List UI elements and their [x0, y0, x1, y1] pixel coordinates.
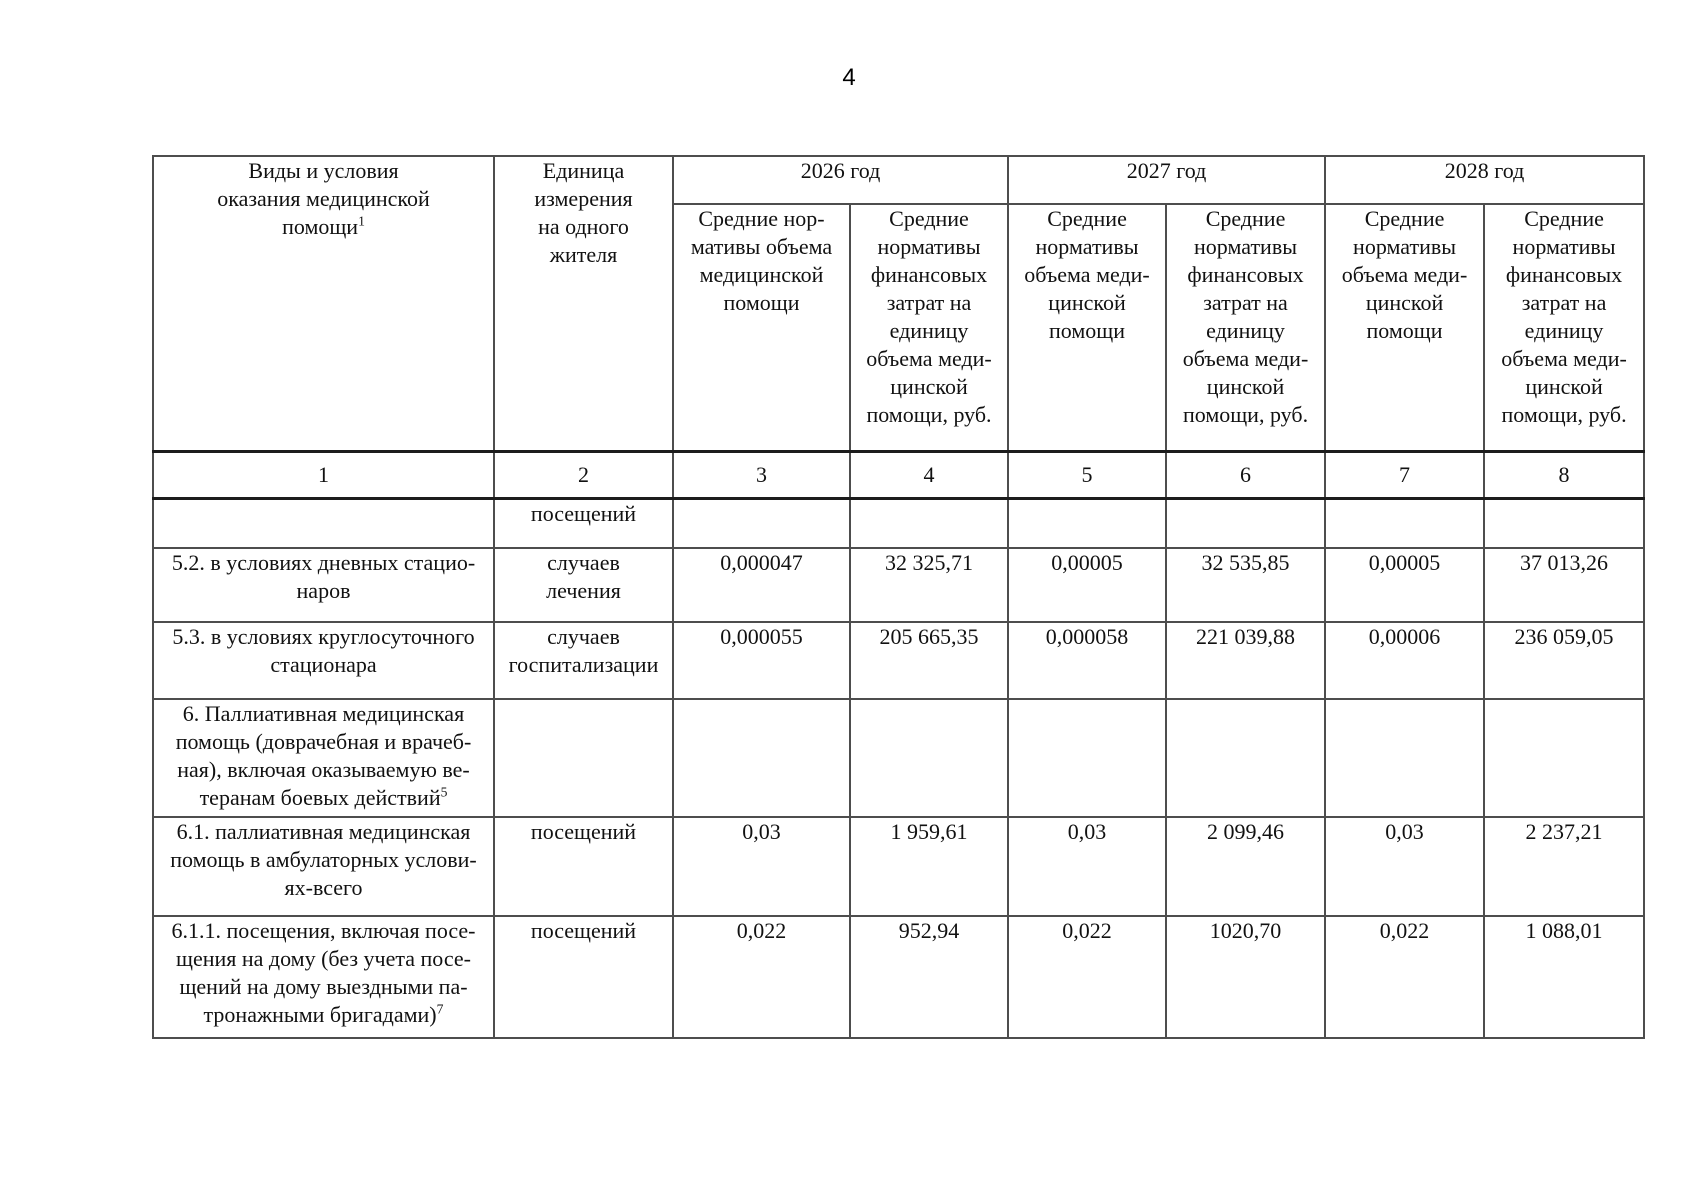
- column-numbers-row: 1 2 3 4 5 6 7 8: [152, 449, 1646, 500]
- table-row-5-3: 5.3. в условиях круглосуточного стациона…: [152, 621, 1646, 700]
- row-value-cell: [1483, 698, 1646, 818]
- subheader-volume-2026: Средние нор- мативы объема медицинской п…: [672, 203, 851, 452]
- row-name-cell: 5.3. в условиях круглосуточного стациона…: [152, 621, 495, 700]
- row-value-cell: [1165, 497, 1327, 549]
- column-number-1: 1: [152, 449, 495, 500]
- header-types-conditions: Виды и условия оказания медицинской помо…: [152, 155, 495, 452]
- table-row-continuation: посещений: [152, 497, 1646, 549]
- row-name-cell: 6.1. паллиативная медицинская помощь в а…: [152, 816, 495, 917]
- row-value-cell: 2 099,46: [1165, 816, 1327, 917]
- row-value-cell: 0,00005: [1007, 547, 1168, 623]
- header-year-2026: 2026 год: [671, 155, 1010, 205]
- row-value-cell: 32 535,85: [1165, 547, 1327, 623]
- column-number-5: 5: [1007, 449, 1168, 500]
- row-value-cell: 0,000055: [672, 621, 851, 700]
- row-value-cell: [848, 497, 1010, 549]
- row-value-cell: 1020,70: [1165, 915, 1327, 1039]
- row-value-cell: [1324, 497, 1486, 549]
- row-value-cell: 236 059,05: [1483, 621, 1646, 700]
- page-number: 4: [842, 64, 856, 91]
- row-value-cell: 1 959,61: [848, 816, 1010, 917]
- footnote-ref-1: 1: [358, 213, 365, 229]
- row-value-cell: 0,022: [1007, 915, 1168, 1039]
- row-value-cell: 0,022: [672, 915, 851, 1039]
- row-value-cell: 0,03: [1007, 816, 1168, 917]
- row-name-cell: 6. Паллиативная медицинская помощь (довр…: [152, 698, 495, 818]
- row-name-cell: 5.2. в условиях дневных стацио- наров: [152, 547, 495, 623]
- row-value-cell: 0,03: [1324, 816, 1486, 917]
- row-unit-cell: случаев лечения: [493, 547, 674, 623]
- table-row-6-1-1: 6.1.1. посещения, включая посе- щения на…: [152, 915, 1646, 1039]
- subheader-cost-2028: Средние нормативы финансовых затрат на е…: [1483, 203, 1646, 452]
- subheader-cost-2026: Средние нормативы финансовых затрат на е…: [848, 203, 1010, 452]
- row-value-cell: 0,000058: [1007, 621, 1168, 700]
- column-number-7: 7: [1324, 449, 1486, 500]
- header-year-2027: 2027 год: [1007, 155, 1327, 205]
- header-row-subheaders: Средние нор- мативы объема медицинской п…: [153, 203, 1646, 452]
- table-row-6: 6. Паллиативная медицинская помощь (довр…: [152, 698, 1646, 818]
- row-value-cell: 0,00005: [1324, 547, 1486, 623]
- header-types-conditions-text: Виды и условия оказания медицинской помо…: [217, 158, 430, 239]
- row-unit-cell: случаев госпитализации: [493, 621, 674, 700]
- subheader-volume-2028: Средние нормативы объема меди- цинской п…: [1324, 203, 1486, 452]
- row-value-cell: 1 088,01: [1483, 915, 1646, 1039]
- row-value-cell: [672, 497, 851, 549]
- row-value-cell: 0,022: [1324, 915, 1486, 1039]
- column-number-3: 3: [672, 449, 851, 500]
- header-year-2028: 2028 год: [1324, 155, 1646, 205]
- row-value-cell: [1324, 698, 1486, 818]
- row-value-cell: 37 013,26: [1483, 547, 1646, 623]
- row-unit-cell: посещений: [493, 915, 674, 1039]
- row-value-cell: [1007, 497, 1168, 549]
- table-row-5-2: 5.2. в условиях дневных стацио- наров сл…: [152, 547, 1646, 623]
- row-value-cell: [1483, 497, 1646, 549]
- medical-norms-table: Виды и условия оказания медицинской помо…: [152, 155, 1646, 1039]
- row-unit-cell: [493, 698, 674, 818]
- row-name-cell: 6.1.1. посещения, включая посе- щения на…: [152, 915, 495, 1039]
- subheader-volume-2027: Средние нормативы объема меди- цинской п…: [1007, 203, 1168, 452]
- row-unit-cell: посещений: [493, 497, 674, 549]
- row-value-cell: [1165, 698, 1327, 818]
- column-number-6: 6: [1165, 449, 1327, 500]
- header-unit: Единица измерения на одного жителя: [493, 155, 674, 452]
- row-value-cell: 2 237,21: [1483, 816, 1646, 917]
- footnote-ref-7: 7: [436, 1001, 444, 1017]
- row-value-cell: 952,94: [848, 915, 1010, 1039]
- row-value-cell: [848, 698, 1010, 818]
- row-value-cell: 0,03: [672, 816, 851, 917]
- column-number-4: 4: [848, 449, 1010, 500]
- row-name-cell: [152, 497, 495, 549]
- row-value-cell: [1007, 698, 1168, 818]
- footnote-ref-5: 5: [440, 784, 448, 800]
- row-value-cell: [672, 698, 851, 818]
- row-value-cell: 32 325,71: [848, 547, 1010, 623]
- table-row-6-1: 6.1. паллиативная медицинская помощь в а…: [152, 816, 1646, 917]
- column-number-8: 8: [1483, 449, 1646, 500]
- row-value-cell: 0,00006: [1324, 621, 1486, 700]
- column-number-2: 2: [493, 449, 674, 500]
- subheader-cost-2027: Средние нормативы финансовых затрат на е…: [1165, 203, 1327, 452]
- row-unit-cell: посещений: [493, 816, 674, 917]
- row-value-cell: 205 665,35: [848, 621, 1010, 700]
- header-row-years: Виды и условия оказания медицинской помо…: [152, 155, 1646, 452]
- row-value-cell: 0,000047: [672, 547, 851, 623]
- row-name-text: 6.1.1. посещения, включая посе- щения на…: [171, 918, 476, 1027]
- row-name-text: 6. Паллиативная медицинская помощь (довр…: [175, 701, 472, 810]
- row-value-cell: 221 039,88: [1165, 621, 1327, 700]
